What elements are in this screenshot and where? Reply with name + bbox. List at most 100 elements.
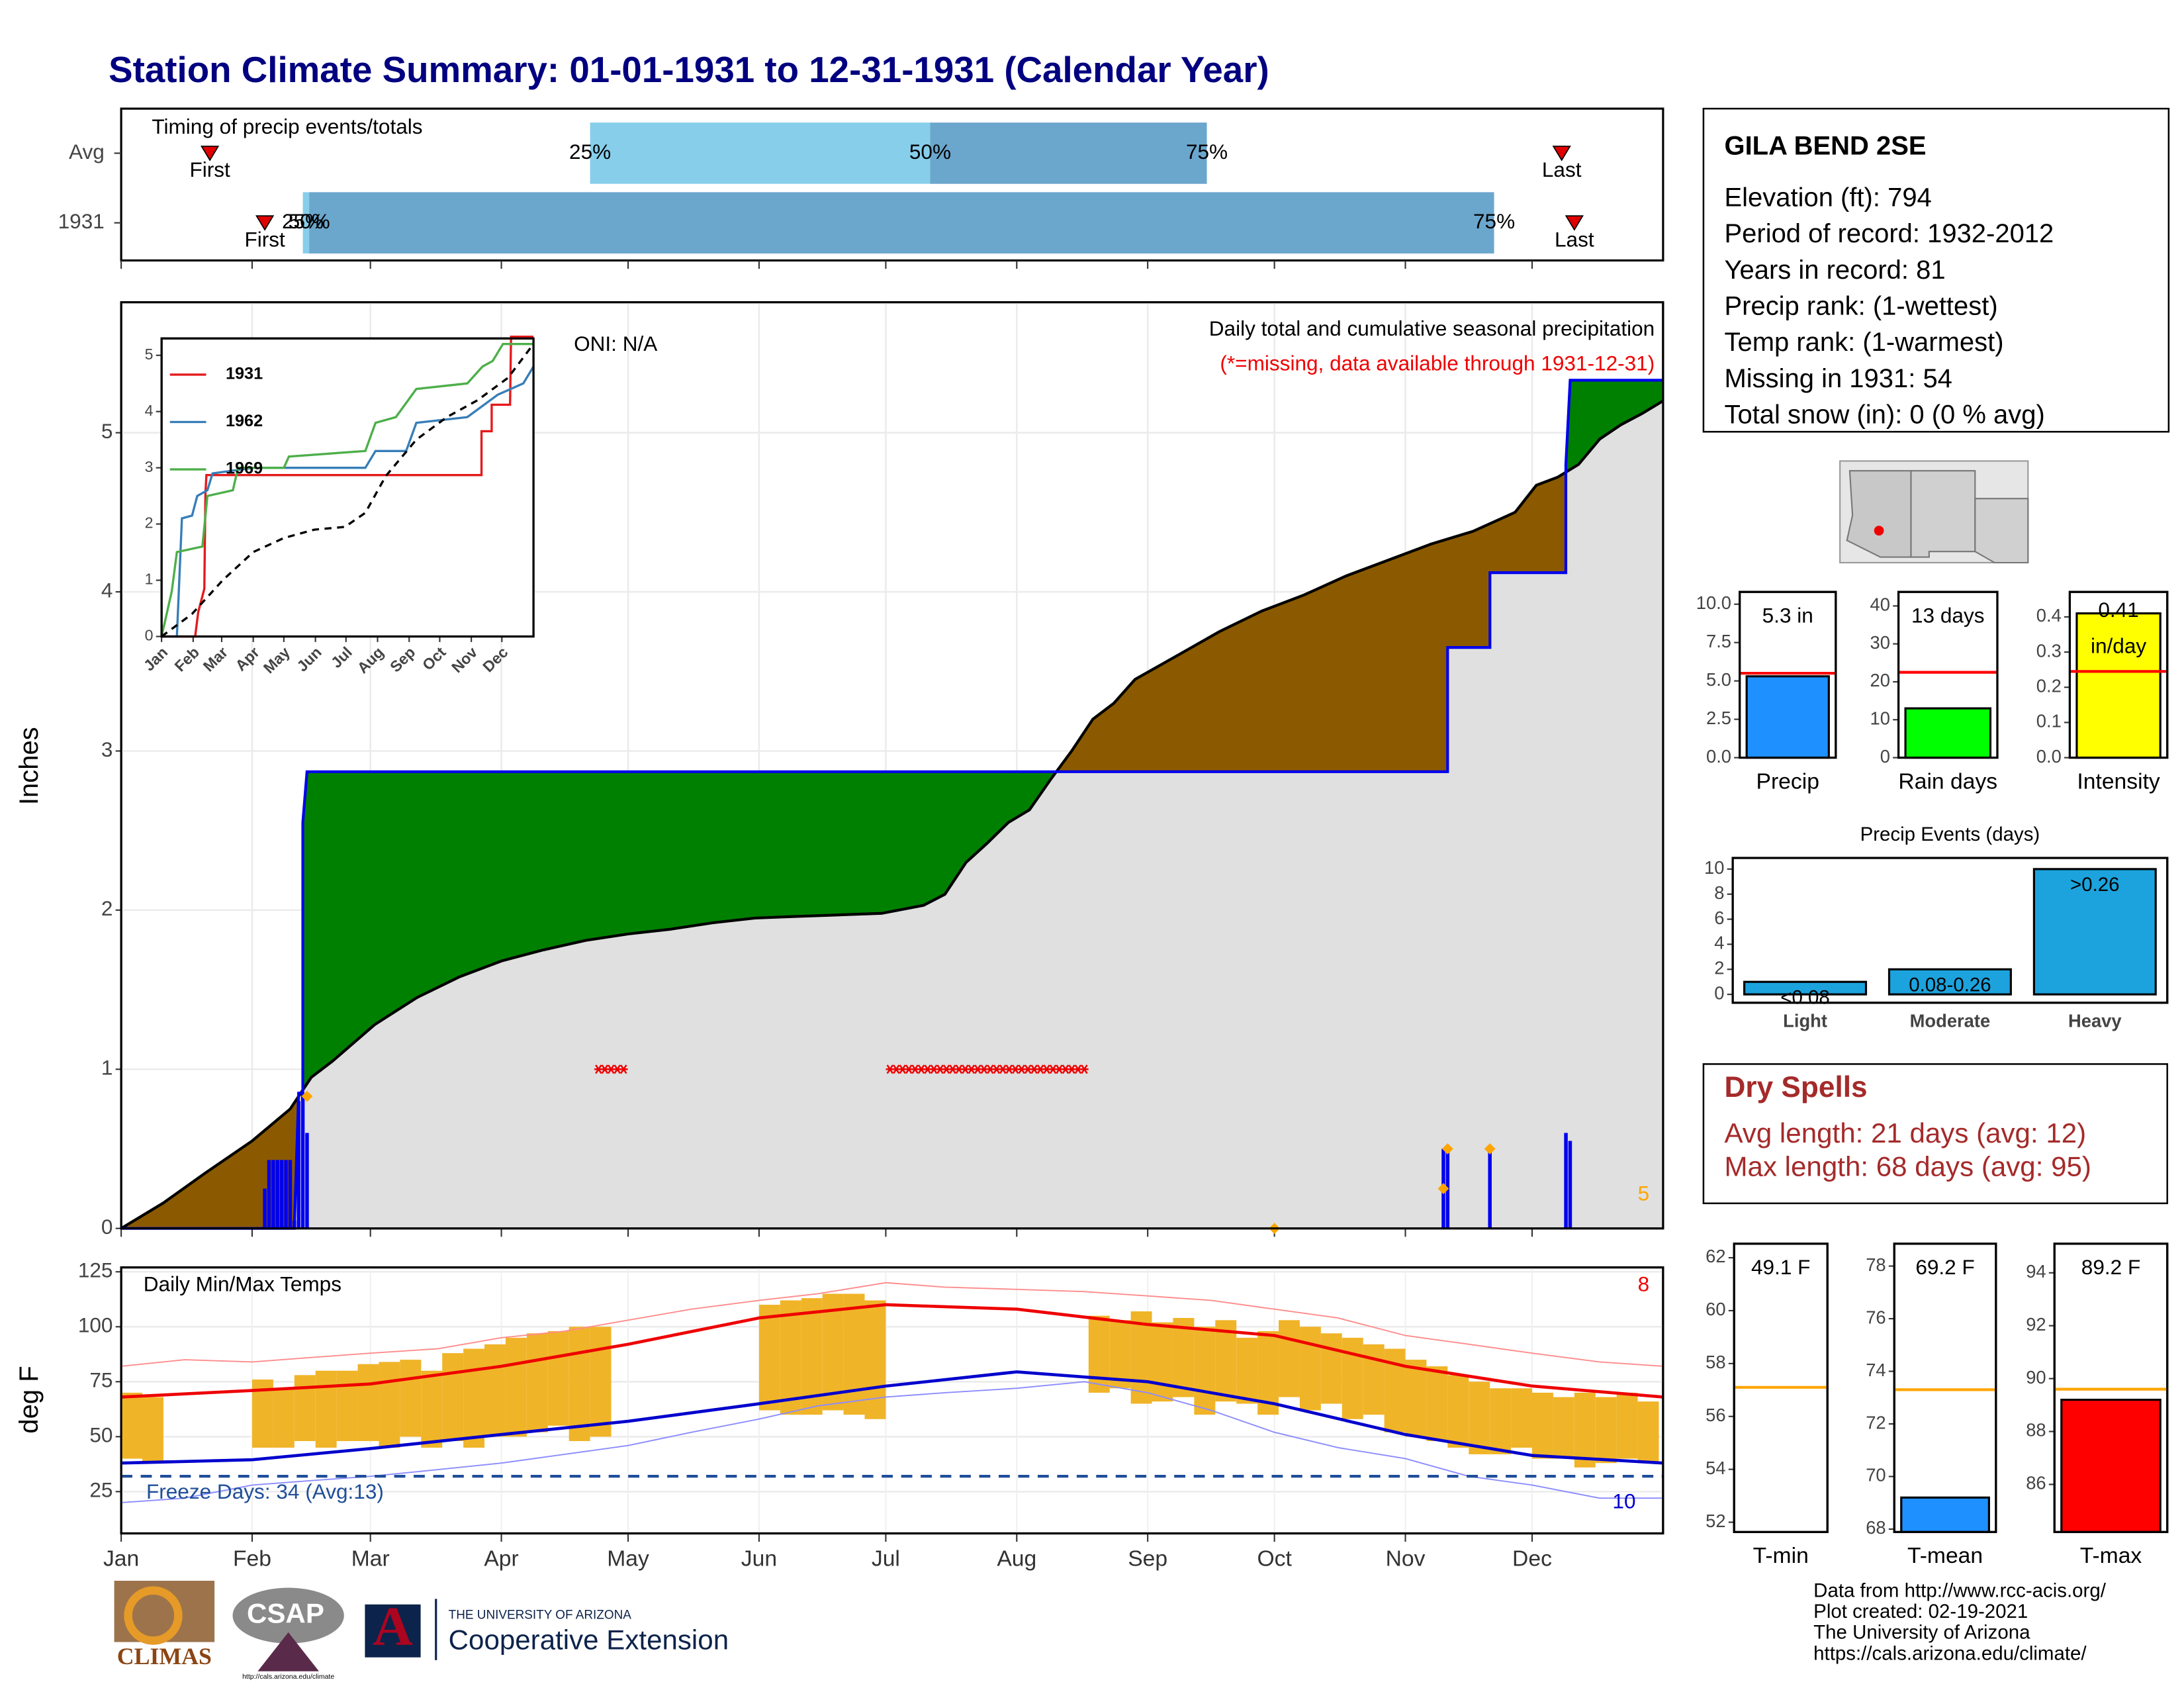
- y-tick-label: 25: [89, 1478, 113, 1502]
- bar: [1743, 980, 1868, 996]
- daily-bar: [275, 1160, 280, 1229]
- daily-bar: [279, 1160, 284, 1229]
- x-tick-label: Jun: [741, 1546, 777, 1571]
- y-tick-label: 6: [1714, 908, 1724, 928]
- daily-bar: [271, 1160, 275, 1229]
- y-tick-label: 10.0: [1696, 592, 1731, 613]
- y-tick-label: 4: [101, 578, 113, 602]
- logo-letter: A: [373, 1596, 413, 1658]
- temp-bar: [421, 1370, 443, 1448]
- percent-label: 75%: [1473, 209, 1515, 233]
- y-tick-label: 58: [1706, 1352, 1725, 1372]
- y-tick-label: 0: [1714, 982, 1724, 1003]
- temp-bar: [1532, 1392, 1553, 1459]
- y-tick-label: 0.3: [2036, 640, 2062, 661]
- map-state: [1910, 470, 1976, 558]
- marker-label: Last: [1555, 227, 1594, 251]
- temp-bar: [442, 1353, 464, 1441]
- x-tick-label: Feb: [233, 1546, 271, 1571]
- y-tick-label: 5: [101, 419, 113, 443]
- value-label: 5.3 in: [1762, 603, 1813, 627]
- y-tick-label: 76: [1866, 1307, 1886, 1327]
- y-tick-label: 94: [2026, 1261, 2046, 1282]
- y-tick-label: 2.5: [1706, 708, 1731, 728]
- plot-border: [2053, 1243, 2169, 1533]
- y-tick-label: 100: [78, 1313, 113, 1337]
- x-tick-label: Dec: [1512, 1546, 1552, 1571]
- daily-bar: [1488, 1149, 1492, 1229]
- plot-border: [1897, 590, 1999, 759]
- y-tick-label: 75: [89, 1368, 113, 1392]
- plot-border: [1739, 590, 1837, 759]
- station-line: Years in record: 81: [1724, 256, 1945, 285]
- timing-marker: [201, 146, 220, 162]
- x-tick-label: Jul: [872, 1546, 900, 1571]
- temp-bar: [1130, 1311, 1152, 1404]
- logo-shape: [232, 1587, 344, 1644]
- value-label: 13 days: [1911, 603, 1985, 627]
- threshold-label: >0.26: [2070, 874, 2120, 896]
- temp-bar: [1553, 1397, 1574, 1459]
- logo-shape: [124, 1586, 183, 1645]
- temp-bar: [569, 1327, 590, 1441]
- climas-logo: CLIMAS: [114, 1580, 215, 1669]
- percent-label: 75%: [1186, 140, 1228, 164]
- y-tick-label: 60: [1706, 1299, 1725, 1319]
- credit-line: The University of Arizona: [1813, 1622, 2030, 1644]
- y-tick-label: 2: [145, 514, 154, 532]
- temp-bar: [484, 1344, 506, 1437]
- y-tick-label: 0.2: [2036, 675, 2062, 696]
- chart-subtitle: (*=missing, data available through 1931-…: [1220, 352, 1655, 375]
- temp-bar: [1342, 1337, 1363, 1419]
- bar: [2032, 868, 2157, 996]
- timing-marker: [255, 215, 275, 231]
- y-tick-label: 3: [145, 458, 154, 475]
- temp-bar: [1469, 1382, 1490, 1454]
- temp-bar: [864, 1300, 886, 1419]
- temp-bar: [463, 1348, 485, 1448]
- dry-spells-box: [1702, 1063, 2169, 1205]
- y-tick-label: 5: [145, 346, 154, 363]
- daily-bar: [267, 1160, 271, 1229]
- temp-bar: [1511, 1388, 1533, 1448]
- record-max-line: [121, 1282, 1663, 1367]
- station-line: Temp rank: (1-warmest): [1724, 328, 2003, 357]
- temp-bar: [400, 1360, 422, 1437]
- threshold-label: 0.08-0.26: [1909, 974, 1991, 996]
- chart-title: Daily Min/Max Temps: [144, 1272, 341, 1295]
- station-line: Precip rank: (1-wettest): [1724, 292, 1997, 321]
- extreme-marker: [1484, 1143, 1496, 1154]
- temp-bar: [843, 1293, 865, 1415]
- temp-bar: [505, 1337, 527, 1437]
- temp-bar: [357, 1364, 379, 1441]
- temp-bar: [142, 1397, 163, 1464]
- y-tick-label: 92: [2026, 1314, 2046, 1335]
- unit-label: in/day: [2091, 634, 2146, 658]
- temp-bar: [336, 1370, 358, 1441]
- temp-bar: [758, 1305, 780, 1411]
- threshold-label: <0.08: [1780, 986, 1830, 1008]
- temp-bar: [273, 1388, 295, 1448]
- station-name: GILA BEND 2SE: [1724, 132, 1926, 161]
- y-tick-label: 1: [145, 571, 154, 588]
- credit-line: Data from http://www.rcc-acis.org/: [1813, 1580, 2107, 1602]
- y-tick-label: 62: [1706, 1246, 1725, 1266]
- plot-frame: [1893, 1243, 1997, 1533]
- row-label: Avg: [69, 140, 105, 164]
- y-tick-label: 10: [1870, 708, 1890, 728]
- timing-bar-lower: [302, 192, 310, 254]
- record-min-line: [121, 1381, 1663, 1503]
- y-tick-label: 40: [1870, 594, 1890, 615]
- x-tick-label: Sep: [1128, 1546, 1167, 1571]
- y-tick-label: 3: [101, 737, 113, 761]
- x-axis-label: Precip: [1756, 769, 1819, 794]
- dry-spells-line: Avg length: 21 days (avg: 12): [1724, 1117, 2086, 1149]
- temp-bar: [1215, 1320, 1237, 1402]
- temp-bar: [526, 1333, 548, 1432]
- temp-bar: [1299, 1327, 1321, 1411]
- max-count: 8: [1638, 1272, 1650, 1295]
- y-tick-label: 52: [1706, 1511, 1725, 1531]
- temp-bar: [1236, 1337, 1258, 1404]
- average-line: [120, 399, 1664, 1230]
